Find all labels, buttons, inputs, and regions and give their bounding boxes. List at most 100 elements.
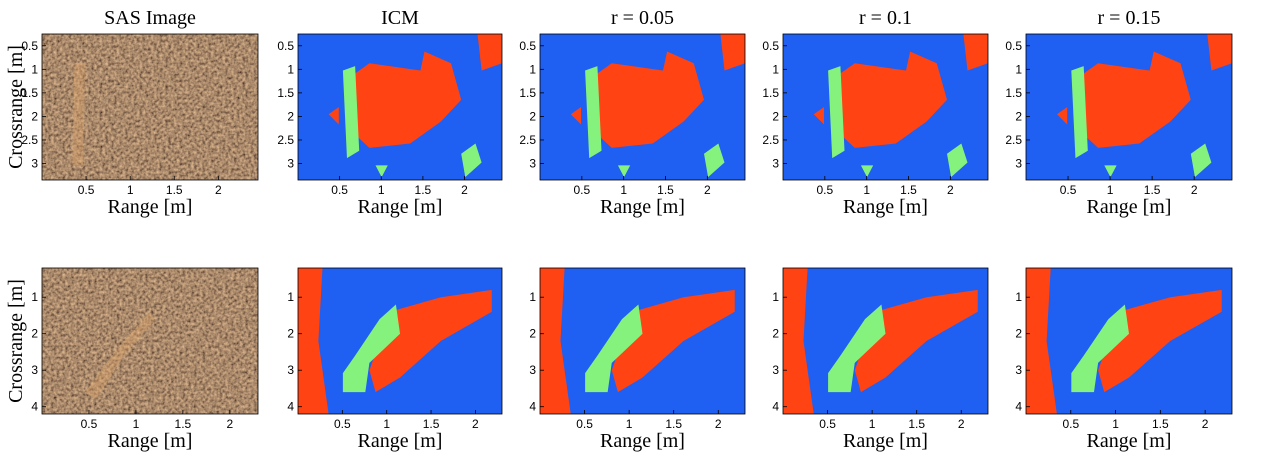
- region: [1190, 143, 1212, 178]
- y-tick-label: 3: [287, 157, 294, 171]
- x-tick-label: 1.5: [908, 417, 925, 431]
- x-tick-label: 1.5: [900, 183, 917, 197]
- region: [860, 165, 874, 178]
- region: [963, 34, 988, 71]
- panel-title: r = 0.15: [1098, 7, 1161, 29]
- x-tick-label: 1.5: [166, 183, 183, 197]
- y-axis-label: Crossrange [m]: [5, 279, 27, 403]
- x-tick-label: 2: [215, 183, 222, 197]
- plot-frame: [297, 33, 503, 181]
- y-tick-label: 3: [772, 363, 779, 377]
- y-tick-label: 1: [287, 290, 294, 304]
- y-tick-label: 1.5: [21, 86, 38, 100]
- x-tick-label: 2: [461, 183, 468, 197]
- region: [375, 165, 388, 178]
- region: [783, 268, 814, 414]
- panel: [782, 267, 989, 415]
- x-tick-label: 0.5: [331, 183, 348, 197]
- region: [704, 143, 725, 178]
- x-axis-label: Range [m]: [843, 196, 928, 218]
- y-tick-label: 2: [31, 109, 38, 123]
- sonar-image: [42, 268, 258, 414]
- region: [72, 63, 86, 166]
- region: [1056, 107, 1068, 125]
- region: [369, 289, 492, 393]
- y-tick-label: 1: [1015, 62, 1022, 76]
- y-tick-label: 1: [287, 62, 294, 76]
- x-tick-label: 0.5: [81, 417, 98, 431]
- region: [1071, 66, 1088, 159]
- x-tick-label: 1.5: [657, 183, 674, 197]
- y-tick-label: 3: [1015, 363, 1022, 377]
- region: [591, 51, 704, 148]
- x-tick-label: 1: [869, 417, 876, 431]
- panel: [782, 33, 989, 181]
- y-tick-label: 3: [529, 363, 536, 377]
- region: [720, 34, 745, 71]
- plot-frame: [782, 33, 989, 181]
- region: [1026, 268, 1057, 414]
- panel: [539, 267, 746, 415]
- panel: [539, 33, 746, 181]
- x-tick-label: 2: [1202, 417, 1209, 431]
- y-tick-label: 2: [529, 109, 536, 123]
- y-tick-label: 2.5: [277, 133, 294, 147]
- panel: [297, 33, 503, 181]
- y-tick-label: 3: [529, 157, 536, 171]
- plot-frame: [782, 267, 989, 415]
- region: [947, 143, 968, 178]
- x-axis-label: Range [m]: [108, 196, 193, 218]
- y-tick-label: 1: [772, 290, 779, 304]
- x-tick-label: 0.5: [334, 417, 351, 431]
- x-tick-label: 2: [226, 417, 233, 431]
- region: [1071, 304, 1129, 393]
- region: [585, 66, 602, 159]
- region: [834, 51, 947, 148]
- x-tick-label: 0.5: [573, 183, 590, 197]
- y-tick-label: 2: [772, 327, 779, 341]
- y-tick-label: 4: [772, 400, 779, 414]
- y-tick-label: 2.5: [519, 133, 536, 147]
- x-axis-label: Range [m]: [600, 430, 685, 452]
- y-tick-label: 2: [1015, 327, 1022, 341]
- y-tick-label: 2: [772, 109, 779, 123]
- region: [1207, 34, 1232, 71]
- x-tick-label: 0.5: [1060, 183, 1077, 197]
- y-axis-label: Crossrange [m]: [5, 45, 27, 169]
- panel: [297, 267, 503, 415]
- panel-title: ICM: [381, 7, 419, 29]
- region: [342, 304, 400, 393]
- y-tick-label: 1: [31, 290, 38, 304]
- panel-title: r = 0.1: [859, 7, 912, 29]
- panel-title: SAS Image: [104, 7, 196, 29]
- y-tick-label: 3: [31, 363, 38, 377]
- y-tick-label: 2: [287, 109, 294, 123]
- y-tick-label: 2: [1015, 109, 1022, 123]
- region: [461, 143, 482, 178]
- region: [349, 51, 462, 148]
- x-tick-label: 2: [704, 183, 711, 197]
- plot-frame: [297, 267, 503, 415]
- x-tick-label: 0.5: [576, 417, 593, 431]
- y-tick-label: 0.5: [1005, 39, 1022, 53]
- region: [298, 268, 329, 414]
- y-tick-label: 1: [529, 62, 536, 76]
- region: [570, 107, 581, 125]
- x-tick-label: 2: [947, 183, 954, 197]
- plot-frame: [41, 33, 259, 181]
- y-tick-label: 3: [772, 157, 779, 171]
- x-axis-label: Range [m]: [358, 196, 443, 218]
- region: [611, 289, 735, 393]
- plot-frame: [1025, 267, 1233, 415]
- x-tick-label: 1: [133, 417, 140, 431]
- y-tick-label: 0.5: [762, 39, 779, 53]
- x-axis-label: Range [m]: [358, 430, 443, 452]
- plot-frame: [1025, 33, 1233, 181]
- region: [342, 66, 360, 159]
- panel: [41, 33, 259, 181]
- x-axis-label: Range [m]: [108, 430, 193, 452]
- x-tick-label: 1: [1107, 183, 1114, 197]
- x-tick-label: 0.5: [1062, 417, 1079, 431]
- x-tick-label: 0.5: [819, 417, 836, 431]
